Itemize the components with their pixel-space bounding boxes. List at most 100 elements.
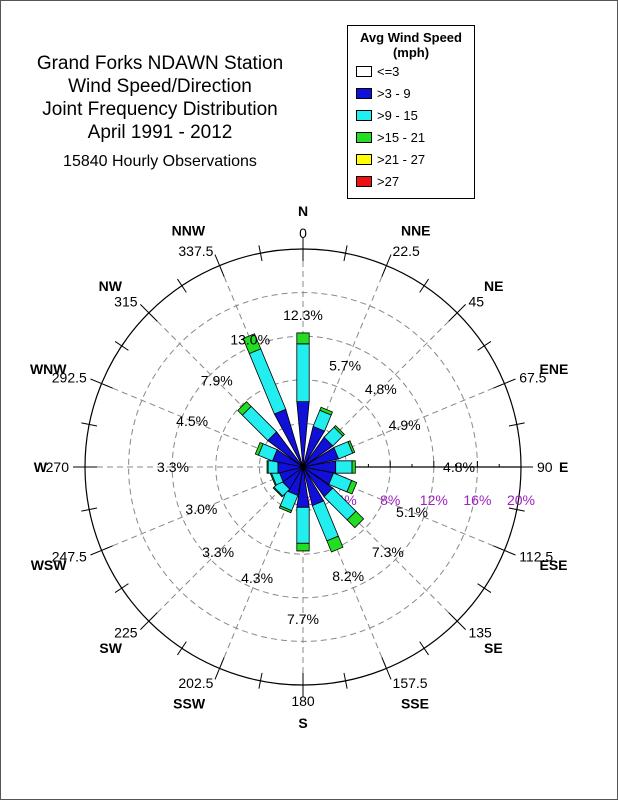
outer-tick [477,341,492,351]
legend-label: >9 - 15 [377,107,418,123]
outer-tick [258,672,263,689]
legend-item: >9 - 15 [356,104,474,126]
degree-label: 202.5 [178,675,213,691]
legend-item: >3 - 9 [356,82,474,104]
outer-tick [508,507,525,512]
grid-spoke [101,466,304,551]
radial-tick-label: 12% [420,492,448,508]
outer-tick [258,245,263,262]
outer-tick [343,672,348,689]
petal-segment [242,333,262,355]
compass-label: ESE [540,557,568,573]
legend-swatch [356,109,372,121]
outer-tick [90,378,113,389]
petal-segment [278,505,293,514]
legend-item: <=3 [356,60,474,82]
legend-label: >3 - 9 [377,85,411,101]
petal-segment [248,348,287,415]
degree-label: 225 [114,624,138,640]
outer-tick [477,583,492,593]
legend-item: >21 - 27 [356,148,474,170]
grid-spoke [148,466,304,622]
outer-tick [493,545,516,556]
compass-label: N [298,203,308,219]
legend-label: >21 - 27 [377,151,426,167]
degree-label: 135 [468,624,492,640]
radial-tick-label: 20% [507,492,535,508]
degree-label: 67.5 [519,369,546,385]
grid-spoke [302,312,458,468]
chart-title-line-4: April 1991 - 2012 [87,122,233,143]
degree-label: 112.5 [519,549,553,565]
petal-segment [296,332,310,345]
compass-label: S [298,715,307,731]
outer-tick [177,641,187,656]
compass-label: NNW [172,222,206,238]
legend-swatch [356,65,372,77]
degree-label: 292.5 [52,369,87,385]
petal-segment [267,460,279,474]
legend-item: >15 - 21 [356,126,474,148]
petal-segment [237,401,252,416]
grid-spoke [302,466,387,669]
outer-tick [81,507,98,512]
outer-tick [140,304,158,322]
radial-tick-label: 16% [463,492,491,508]
petal-segment [266,460,269,474]
degree-label: 315 [114,294,138,310]
compass-label: SSW [173,696,206,712]
chart-title-line-3: Joint Frequency Distribution [42,99,278,120]
legend-item: >27 [356,170,474,192]
outer-tick [140,612,158,630]
direction-percent-label: 13.0% [230,332,270,348]
degree-label: 270 [46,459,70,475]
degree-label: 247.5 [52,549,87,565]
outer-tick [90,545,113,556]
direction-percent-label: 4.9% [389,417,421,433]
grid-spoke [302,383,505,468]
legend: Avg Wind Speed (mph) <=3 >3 - 9 >9 - 15 >15… [347,25,475,199]
petal-segment [346,510,365,529]
degree-label: 90 [537,459,553,475]
petal-segment [333,425,345,437]
grid-spoke [302,466,505,551]
degree-label: 337.5 [178,243,213,259]
legend-swatch [356,153,372,165]
outer-tick [214,254,225,277]
petal-segment [335,460,353,474]
grid-spoke [302,265,387,468]
legend-swatch [356,131,372,143]
grid-spoke [219,466,304,669]
legend-label: >15 - 21 [377,129,426,145]
direction-percent-label: 8.2% [332,568,364,584]
outer-tick [381,254,392,277]
compass-label: W [34,459,48,475]
petal-segment [346,479,358,495]
grid-spoke [302,466,458,622]
legend-title: Avg Wind Speed (mph) [360,30,462,60]
direction-percent-label: 4.8% [443,459,475,475]
compass-label: E [559,459,568,475]
direction-percent-label: 3.3% [202,544,234,560]
legend-items: <=3 >3 - 9 >9 - 15 >15 - 21 >21 - 27 >27 [348,60,474,192]
compass-label: ENE [540,361,569,377]
outer-tick [214,657,225,680]
outer-tick [419,641,429,656]
petal-segment [254,441,264,456]
compass-label: SE [484,640,503,656]
outer-tick [381,657,392,680]
outer-tick [493,378,516,389]
direction-percent-label: 7.7% [287,611,319,627]
direction-percent-label: 4.3% [241,570,273,586]
compass-label: WNW [30,361,67,377]
degree-label: 180 [291,693,315,709]
chart-title-block: Grand Forks NDAWN Station Wind Speed/Dir… [0,52,320,174]
petal-segment [269,472,277,486]
degree-label: 0 [299,225,307,241]
petal-segment [351,460,356,474]
direction-percent-label: 7.3% [372,544,404,560]
chart-subtitle: 15840 Hourly Observations [63,153,257,170]
compass-label: SSE [401,696,429,712]
chart-title-line-2: Wind Speed/Direction [68,76,252,97]
